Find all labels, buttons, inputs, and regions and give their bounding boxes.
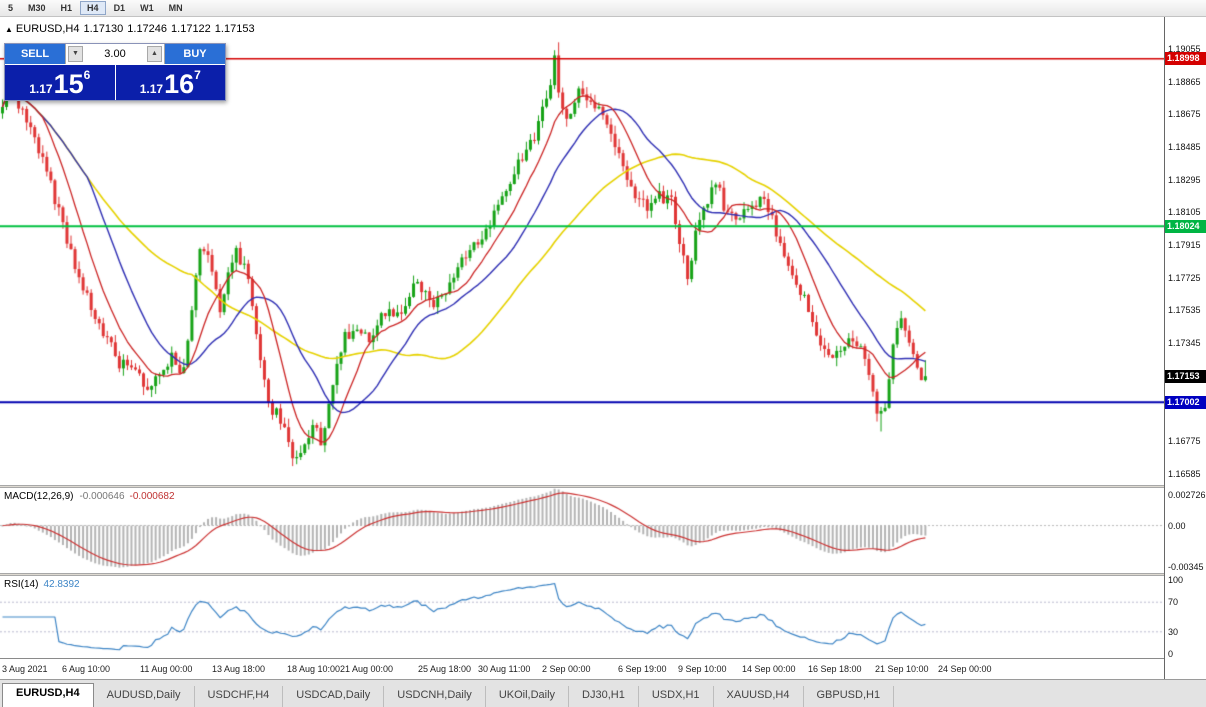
price-axis-label: 1.17915 bbox=[1168, 240, 1201, 251]
timeframe-button-h4[interactable]: H4 bbox=[80, 1, 106, 15]
price-axis-label: 1.18105 bbox=[1168, 207, 1201, 218]
chart-tab-eurusd-h4[interactable]: EURUSD,H4 bbox=[2, 683, 94, 707]
close-value: 1.17153 bbox=[214, 23, 255, 35]
price-axis-label: 1.17345 bbox=[1168, 338, 1201, 349]
buy-price[interactable]: 1.17 16 7 bbox=[114, 65, 226, 100]
time-axis[interactable]: 3 Aug 2021 6 Aug 10:00 11 Aug 00:00 13 Aug … bbox=[0, 658, 1164, 679]
timeframe-button-h1[interactable]: H1 bbox=[60, 3, 73, 13]
sell-button[interactable]: SELL bbox=[5, 44, 65, 64]
low-value: 1.17122 bbox=[171, 23, 211, 35]
open-value: 1.17130 bbox=[83, 23, 124, 35]
symbol-name: EURUSD,H4 bbox=[15, 23, 80, 35]
time-tick-label: 2 Sep 00:00 bbox=[542, 664, 591, 674]
time-tick-label: 30 Aug 11:00 bbox=[478, 664, 531, 674]
volume-increase-button[interactable]: ▲ bbox=[147, 46, 162, 62]
macd-label: MACD(12,26,9) -0.000646 -0.000682 bbox=[4, 491, 175, 502]
sell-price-prefix: 1.17 bbox=[29, 82, 53, 96]
rsi-value: 42.8392 bbox=[43, 579, 80, 590]
volume-value[interactable]: 3.00 bbox=[104, 48, 126, 60]
time-tick-label: 14 Sep 00:00 bbox=[742, 664, 796, 674]
time-tick-label: 21 Sep 10:00 bbox=[875, 664, 929, 674]
macd-axis-label: -0.00345 bbox=[1168, 562, 1204, 572]
rsi-axis-label: 100 bbox=[1168, 575, 1184, 585]
timeframe-button-d1[interactable]: D1 bbox=[113, 3, 126, 13]
volume-spinner: ▼ 3.00 ▲ bbox=[65, 44, 165, 64]
timeframe-button-5[interactable]: 5 bbox=[8, 3, 14, 13]
price-axis-label: 1.17725 bbox=[1168, 272, 1201, 283]
sell-price[interactable]: 1.17 15 6 bbox=[5, 65, 115, 100]
price-marker-118998: 1.18998 bbox=[1165, 52, 1206, 66]
price-marker-118024: 1.18024 bbox=[1165, 219, 1206, 233]
time-tick-label: 6 Sep 19:00 bbox=[618, 664, 667, 674]
sell-price-sup: 6 bbox=[83, 68, 91, 82]
chart-tab-audusd-daily[interactable]: AUDUSD,Daily bbox=[94, 686, 195, 707]
panel-divider-macd[interactable] bbox=[0, 485, 1206, 488]
chart-tab-xauusd-h4[interactable]: XAUUSD,H4 bbox=[714, 686, 804, 707]
macd-value-main: -0.000646 bbox=[79, 491, 125, 502]
buy-price-sup: 7 bbox=[194, 68, 201, 82]
buy-price-prefix: 1.17 bbox=[139, 82, 164, 96]
one-click-trading-panel: SELL ▼ 3.00 ▲ BUY 1.17 15 6 1.17 16 7 bbox=[4, 43, 226, 101]
price-axis-label: 1.18865 bbox=[1168, 76, 1201, 87]
chart-tab-usdcad-daily[interactable]: USDCAD,Daily bbox=[283, 686, 385, 707]
chart-tabs-bar: EURUSD,H4 AUDUSD,Daily USDCHF,H4 USDCAD,Dai… bbox=[0, 679, 1206, 707]
high-value: 1.17246 bbox=[127, 23, 168, 35]
chart-window: ▲ EURUSD,H4 1.17130 1.17246 1.17122 1.17153 S… bbox=[0, 17, 1206, 679]
price-axis-label: 1.19055 bbox=[1168, 43, 1201, 54]
time-tick-label: 16 Sep 18:00 bbox=[808, 664, 862, 674]
time-tick-label: 25 Aug 18:00 bbox=[418, 664, 472, 674]
buy-button[interactable]: BUY bbox=[165, 44, 225, 64]
price-axis-label: 1.17535 bbox=[1168, 305, 1201, 316]
timeframe-button-mn[interactable]: MN bbox=[168, 3, 183, 13]
rsi-name: RSI(14) bbox=[4, 579, 39, 590]
price-axis-label: 1.16585 bbox=[1168, 468, 1201, 479]
price-axis-label: 1.16775 bbox=[1168, 436, 1201, 447]
rsi-canvas[interactable] bbox=[0, 576, 1164, 658]
price-axis-label: 1.18295 bbox=[1168, 174, 1201, 185]
macd-canvas[interactable] bbox=[0, 488, 1164, 573]
rsi-axis-label: 0 bbox=[1168, 649, 1174, 659]
chart-tab-usdcnh-daily[interactable]: USDCNH,Daily bbox=[384, 686, 486, 707]
chart-tab-ukoil-daily[interactable]: UKOil,Daily bbox=[486, 686, 570, 707]
volume-decrease-button[interactable]: ▼ bbox=[68, 46, 83, 62]
timeframe-button-m30[interactable]: M30 bbox=[28, 3, 46, 13]
rsi-axis-label: 70 bbox=[1168, 597, 1179, 608]
time-tick-label: 24 Sep 00:00 bbox=[938, 664, 992, 674]
up-triangle-icon: ▲ bbox=[5, 25, 13, 34]
price-axis-label: 1.18675 bbox=[1168, 109, 1201, 120]
chart-tab-usdx-h1[interactable]: USDX,H1 bbox=[639, 686, 714, 707]
time-tick-label: 11 Aug 00:00 bbox=[140, 664, 193, 674]
timeframe-bar: 5 M30 H1 H4 D1 W1 MN bbox=[0, 0, 1206, 17]
chart-tab-dj30-h1[interactable]: DJ30,H1 bbox=[569, 686, 639, 707]
time-tick-label: 3 Aug 2021 bbox=[2, 664, 48, 674]
chart-tab-gbpusd-h1[interactable]: GBPUSD,H1 bbox=[804, 686, 895, 707]
rsi-label: RSI(14) 42.8392 bbox=[4, 579, 80, 590]
price-axis[interactable]: 1.19055 1.18865 1.18675 1.18485 1.18295 1.181… bbox=[1164, 17, 1206, 679]
macd-axis-label: 0.00 bbox=[1168, 520, 1186, 531]
time-tick-label: 13 Aug 18:00 bbox=[212, 664, 266, 674]
timeframe-button-w1[interactable]: W1 bbox=[140, 3, 154, 13]
macd-axis-label: 0.002726 bbox=[1168, 490, 1206, 500]
macd-value-signal: -0.000682 bbox=[129, 491, 175, 502]
sell-price-big: 15 bbox=[53, 69, 84, 99]
buy-price-big: 16 bbox=[164, 69, 195, 99]
time-tick-label: 9 Sep 10:00 bbox=[678, 664, 727, 674]
time-tick-label: 21 Aug 00:00 bbox=[340, 664, 394, 674]
price-axis-label: 1.18485 bbox=[1168, 141, 1201, 152]
time-tick-label: 18 Aug 10:00 bbox=[287, 664, 341, 674]
price-marker-117153: 1.17153 bbox=[1165, 369, 1206, 383]
panel-divider-rsi[interactable] bbox=[0, 573, 1206, 576]
time-tick-label: 6 Aug 10:00 bbox=[62, 664, 111, 674]
chart-tab-usdchf-h4[interactable]: USDCHF,H4 bbox=[195, 686, 284, 707]
symbol-ohlc-line: ▲ EURUSD,H4 1.17130 1.17246 1.17122 1.17153 bbox=[5, 23, 259, 35]
rsi-axis-label: 30 bbox=[1168, 626, 1179, 637]
macd-name: MACD(12,26,9) bbox=[4, 491, 74, 502]
price-marker-117002: 1.17002 bbox=[1165, 395, 1206, 409]
